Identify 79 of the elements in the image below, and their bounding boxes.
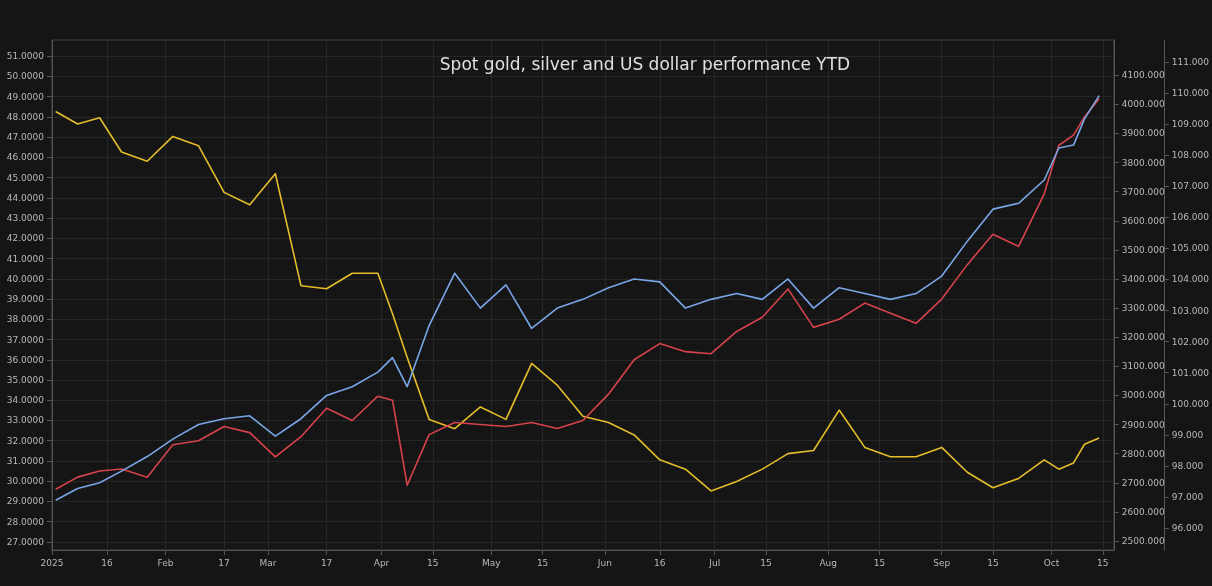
y2-tick-label: 3700.000 <box>1121 186 1165 197</box>
y3-tick-label: 100.000 <box>1171 398 1210 409</box>
x-tick-label: 2025 <box>40 557 64 568</box>
y-tick-label: 47.0000 <box>6 132 45 143</box>
x-tick-label: 15 <box>536 557 549 568</box>
text: Spot gold, silver and US dollar performance YTD <box>439 53 851 74</box>
x-tick-label: 17 <box>218 557 230 568</box>
x-tick-label: Sep <box>933 557 951 568</box>
y3-tick-label: 107.000 <box>1171 181 1210 192</box>
y3-tick-label: 101.000 <box>1171 367 1210 378</box>
y2-tick-label: 3800.000 <box>1121 157 1165 168</box>
y2-tick-label: 2500.000 <box>1121 535 1165 546</box>
y3-tick-label: 96.000 <box>1171 523 1204 534</box>
x-tick-label: Jul <box>708 557 721 568</box>
x-tick-label: 15 <box>1097 557 1109 568</box>
y3-tick-label: 109.000 <box>1171 118 1210 129</box>
y-tick-label: 48.0000 <box>6 111 45 122</box>
y3-tick-label: 97.000 <box>1171 492 1204 503</box>
y-tick-label: 46.0000 <box>6 152 45 163</box>
y2-tick-label: 3500.000 <box>1121 244 1165 255</box>
y-tick-label: 42.0000 <box>6 233 45 244</box>
y2-tick-label: 3100.000 <box>1121 361 1165 372</box>
y3-tick-label: 99.000 <box>1171 429 1204 440</box>
y2-tick-label: 3900.000 <box>1121 128 1165 139</box>
y-tick-label: 41.0000 <box>6 253 45 264</box>
y2-tick-label: 2700.000 <box>1121 477 1165 488</box>
x-tick-label: Oct <box>1043 557 1060 568</box>
y-tick-label: 36.0000 <box>6 354 45 365</box>
y-tick-label: 38.0000 <box>6 314 45 325</box>
y-tick-label: 40.0000 <box>6 273 45 284</box>
y-tick-label: 31.0000 <box>6 455 45 466</box>
y-tick-label: 30.0000 <box>6 476 45 487</box>
y-tick-label: 29.0000 <box>6 496 45 507</box>
y3-tick-label: 108.000 <box>1171 150 1210 161</box>
y2-tick-label: 2800.000 <box>1121 448 1165 459</box>
y3-tick-label: 110.000 <box>1171 87 1210 98</box>
y-tick-label: 45.0000 <box>6 172 45 183</box>
y-tick-label: 44.0000 <box>6 192 45 203</box>
x-tick-label: Jun <box>596 557 612 568</box>
y2-tick-label: 3000.000 <box>1121 390 1165 401</box>
x-tick-label: 17 <box>320 557 333 568</box>
y-tick-label: 51.0000 <box>6 51 45 62</box>
y2-tick-label: 2900.000 <box>1121 419 1165 430</box>
y3-tick-label: 103.000 <box>1171 305 1210 316</box>
y2-tick-label: 3600.000 <box>1121 215 1165 226</box>
y3-tick-label: 105.000 <box>1171 243 1210 254</box>
y-tick-label: 28.0000 <box>6 516 45 527</box>
y3-tick-label: 104.000 <box>1171 274 1210 285</box>
x-tick-label: 15 <box>760 557 772 568</box>
x-tick-label: 15 <box>987 557 999 568</box>
y-tick-label: 32.0000 <box>6 435 45 446</box>
x-tick-label: 15 <box>873 557 886 568</box>
y-tick-label: 37.0000 <box>6 334 45 345</box>
x-tick-label: 16 <box>101 557 113 568</box>
y2-tick-label: 2600.000 <box>1121 506 1165 517</box>
y-tick-label: 49.0000 <box>6 91 45 102</box>
y-tick-label: 35.0000 <box>6 375 45 385</box>
y3-tick-label: 102.000 <box>1171 336 1210 347</box>
y3-tick-label: 98.000 <box>1171 461 1204 472</box>
x-tick-label: May <box>482 557 502 568</box>
y-tick-label: 33.0000 <box>6 415 45 426</box>
x-tick-label: Mar <box>259 557 277 568</box>
y-tick-label: 34.0000 <box>6 395 45 406</box>
y3-tick-label: 106.000 <box>1171 212 1210 223</box>
x-tick-label: 15 <box>427 557 439 568</box>
y2-tick-label: 3200.000 <box>1121 332 1165 343</box>
x-tick-label: Aug <box>819 557 837 568</box>
y2-tick-label: 4000.000 <box>1121 99 1165 110</box>
y-tick-label: 43.0000 <box>6 213 45 224</box>
x-tick-label: 16 <box>654 557 666 568</box>
x-tick-label: Apr <box>373 557 390 568</box>
y-tick-label: 39.0000 <box>6 294 45 305</box>
y-tick-label: 27.0000 <box>6 536 45 547</box>
y3-tick-label: 111.000 <box>1171 56 1210 67</box>
y-tick-label: 50.0000 <box>6 71 45 82</box>
y2-tick-label: 4100.000 <box>1121 70 1165 81</box>
y2-tick-label: 3400.000 <box>1121 273 1165 284</box>
x-tick-label: Feb <box>157 557 174 568</box>
y2-tick-label: 3300.000 <box>1121 303 1165 314</box>
